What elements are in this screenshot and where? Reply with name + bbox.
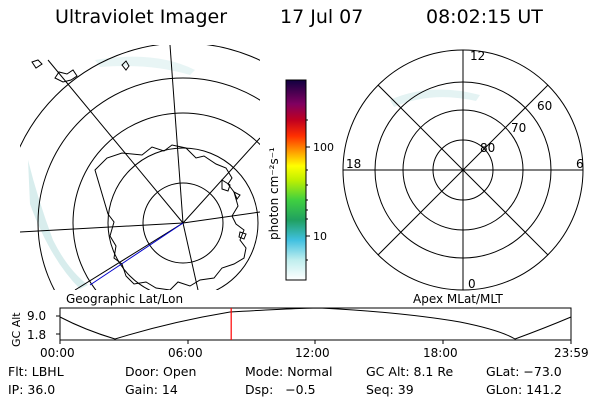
mlt-label-12: 12 — [470, 49, 485, 63]
glon-status: GLon: 141.2 — [486, 382, 562, 397]
timeline-xtick-0: 00:00 — [40, 346, 75, 360]
south-america-tip — [31, 59, 130, 83]
magnetic-map-label: Apex MLat/MLT — [413, 292, 503, 306]
door-status: Door: Open — [125, 364, 197, 379]
aurora-emission-left-top — [95, 56, 195, 75]
dsp-status: Dsp: −0.5 — [245, 382, 316, 397]
colorbar-tick-10: 10 — [313, 230, 327, 243]
colorbar-ticks — [306, 119, 310, 261]
seq-status: Seq: 39 — [366, 382, 414, 397]
timeline-xtick-3: 18:00 — [423, 346, 458, 360]
timeline-ytick-bottom: 1.8 — [27, 328, 46, 342]
time-label: 08:02:15 UT — [426, 6, 543, 28]
timeline-xtick-4: 23:59 — [554, 346, 589, 360]
lat-label-60: 60 — [537, 99, 552, 113]
magnetic-polar-plot — [342, 49, 584, 291]
timeline-xtick-1: 06:00 — [168, 346, 203, 360]
instrument-title: Ultraviolet Imager — [55, 6, 228, 28]
ip-status: IP: 36.0 — [8, 382, 56, 397]
gc-alt-status: GC Alt: 8.1 Re — [366, 364, 454, 379]
altitude-curve — [59, 307, 572, 340]
colorbar — [285, 79, 307, 281]
lat-label-80: 80 — [480, 141, 495, 155]
mlt-label-0: 0 — [468, 277, 476, 291]
lat-label-70: 70 — [511, 121, 526, 135]
aurora-emission-right — [390, 89, 480, 107]
timeline-ytick-top: 9.0 — [27, 309, 46, 323]
mode-status: Mode: Normal — [245, 364, 333, 379]
mlt-label-6: 6 — [576, 157, 584, 171]
timeline-ylabel: GC Alt — [10, 312, 23, 347]
antarctica-coastline — [94, 144, 247, 290]
altitude-timeline — [56, 307, 572, 344]
timeline-xtick-2: 12:00 — [295, 346, 330, 360]
glat-status: GLat: −73.0 — [486, 364, 562, 379]
geographic-map-label: Geographic Lat/Lon — [66, 292, 183, 306]
geographic-map — [20, 45, 260, 290]
aurora-emission-left — [28, 160, 88, 289]
filter-status: Flt: LBHL — [8, 364, 64, 379]
colorbar-unit-label: photon cm⁻²s⁻¹ — [267, 147, 281, 240]
date-label: 17 Jul 07 — [280, 6, 364, 28]
colorbar-tick-100: 100 — [313, 141, 334, 154]
mlt-label-18: 18 — [346, 157, 361, 171]
gain-status: Gain: 14 — [125, 382, 178, 397]
